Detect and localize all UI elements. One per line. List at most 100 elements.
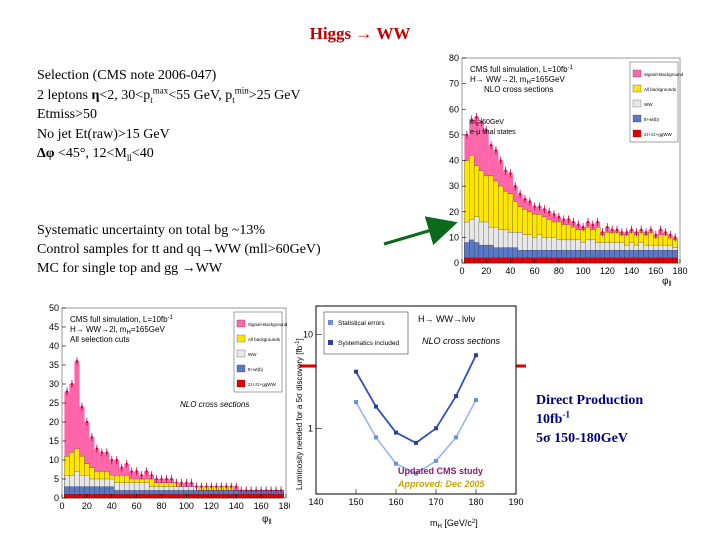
- zz-bar: [546, 257, 552, 264]
- data-point: [669, 233, 672, 237]
- data-point: [274, 489, 278, 492]
- signal-bar: [69, 384, 75, 498]
- x-tick-label: 160: [388, 497, 403, 507]
- signal-bar: [74, 361, 80, 498]
- zz-bar: [643, 257, 649, 264]
- data-point: [394, 461, 398, 466]
- zz-bar: [488, 257, 494, 264]
- data-point: [160, 477, 163, 481]
- zz-bar: [253, 494, 259, 499]
- x-tick-label: 180: [468, 497, 483, 507]
- y-tick-label: 0: [54, 493, 59, 503]
- data-point: [279, 489, 283, 492]
- x-tick-label: 180: [278, 501, 290, 511]
- data-point: [115, 458, 118, 462]
- zz-bar: [223, 494, 229, 499]
- data-point: [155, 477, 158, 481]
- zz-bar: [173, 494, 180, 499]
- zz-bar: [263, 494, 269, 499]
- zz-bar: [517, 257, 523, 264]
- y-tick-label: 35: [49, 360, 59, 370]
- zz-bar: [119, 494, 125, 499]
- data-point: [244, 489, 248, 492]
- y-tick-label: 20: [449, 207, 459, 217]
- data-point: [200, 485, 203, 488]
- lumi-value: 10fb: [536, 412, 563, 427]
- y-tick-label: 1: [308, 423, 313, 433]
- data-point: [434, 458, 438, 463]
- zz-bar: [273, 494, 279, 499]
- leptons-mid: <2, 30<p: [99, 87, 151, 103]
- x-tick-label: 40: [505, 266, 515, 276]
- dphi-end: <40: [131, 146, 154, 161]
- data-point: [606, 225, 609, 229]
- x-tick-label: 80: [554, 266, 564, 276]
- x-axis-ticks: 0 20 40 60 80 100 120 140 160 180: [459, 259, 688, 276]
- legend-swatch: [236, 379, 246, 388]
- data-point: [543, 207, 546, 211]
- y-tick-label: 15: [49, 436, 59, 446]
- data-point: [259, 489, 263, 492]
- data-point: [514, 184, 517, 188]
- zz-bar: [104, 494, 110, 499]
- zz-bar: [599, 257, 606, 264]
- zz-bar: [64, 494, 70, 499]
- zz-bar: [94, 494, 100, 499]
- zz-bar: [124, 494, 130, 499]
- data-point: [225, 485, 228, 488]
- data-point: [105, 451, 109, 454]
- data-point: [175, 481, 178, 484]
- y-tick-label: 70: [449, 79, 459, 89]
- y-tick-label: 5: [54, 474, 59, 484]
- x-tick-label: 0: [459, 266, 464, 276]
- data-point: [374, 404, 378, 409]
- histogram-top-right: 0 10 20 30 40 50 60 70 80 0 20 40 60 80 100 120 140 160 1…: [449, 53, 688, 288]
- x-tick-label: 100: [179, 501, 194, 511]
- zz-bar: [667, 257, 673, 264]
- data-point: [485, 128, 488, 131]
- data-point: [581, 225, 585, 229]
- data-point: [499, 159, 502, 162]
- histogram-bars: [64, 357, 284, 499]
- zz-bar: [268, 494, 274, 499]
- x-tick-label: 80: [157, 501, 167, 511]
- zz-bar: [473, 257, 480, 264]
- data-point: [414, 471, 418, 476]
- plot-header: CMS full simulation, L=10fb-1: [70, 315, 174, 324]
- zz-bar: [238, 494, 244, 499]
- data-point: [264, 489, 268, 492]
- data-point: [95, 447, 99, 450]
- y-axis-ticks: 0 10 20 30 40 50 60 70 80: [449, 53, 466, 268]
- data-point: [528, 200, 532, 203]
- approval-stamp-2: Approved: Dec 2005: [397, 479, 486, 489]
- legend-entry: tt+wt(b): [644, 117, 660, 122]
- x-tick-label: 40: [107, 501, 117, 511]
- plot-legend: Signal+Background All backgrounds WW tt+wt(…: [629, 61, 684, 143]
- y-tick-label: 20: [49, 417, 59, 427]
- data-point: [673, 236, 677, 239]
- data-point: [150, 474, 153, 477]
- legend-entry: tt+wt(b): [248, 367, 264, 372]
- data-point: [170, 477, 173, 481]
- data-point: [100, 451, 104, 454]
- legend-swatch: [236, 364, 246, 373]
- data-point: [494, 149, 498, 152]
- x-tick-label: 150: [348, 497, 363, 507]
- legend-swatch: [632, 114, 642, 123]
- zz-bar: [493, 257, 499, 264]
- data-point: [75, 360, 79, 363]
- legend-swatch: [632, 84, 642, 93]
- data-point: [591, 223, 594, 226]
- leptons-prefix: 2 leptons: [37, 87, 92, 103]
- zz-bar: [188, 494, 195, 499]
- data-point: [659, 228, 662, 231]
- legend-box: [323, 311, 409, 355]
- dphi-symbol: Δφ: [37, 146, 55, 161]
- legend-sys-marker: [328, 340, 333, 345]
- data-point: [90, 436, 94, 439]
- data-point: [572, 220, 575, 224]
- direct-production-block: Direct Production 10fb-1 5σ 150-180GeV: [536, 391, 643, 448]
- direct-production-line1: Direct Production: [536, 393, 644, 408]
- zz-bar: [243, 494, 249, 499]
- x-tick-label: 20: [82, 501, 92, 511]
